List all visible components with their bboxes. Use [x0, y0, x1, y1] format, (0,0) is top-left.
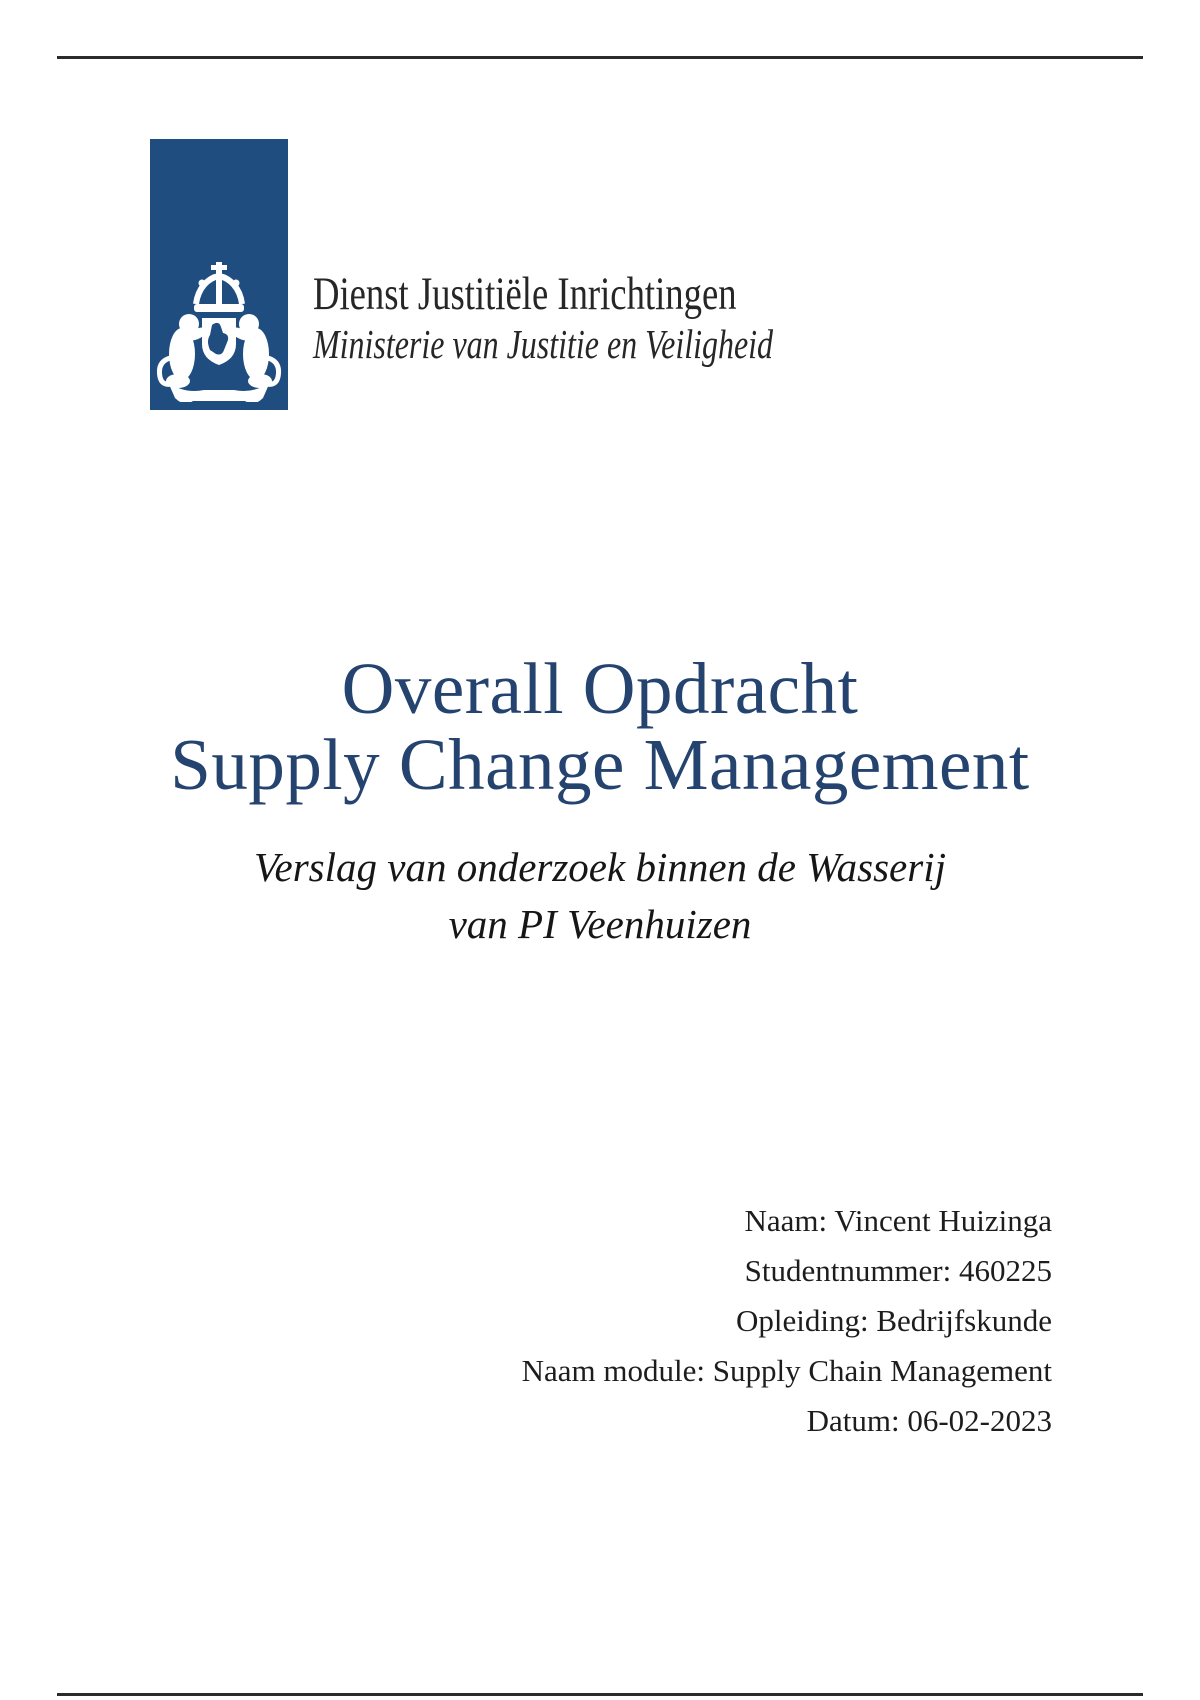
- detail-program: Opleiding: Bedrijfskunde: [736, 1303, 1052, 1338]
- logo-agency-name: Dienst Justitiële Inrichtingen: [313, 268, 737, 320]
- subtitle-line-1: Verslag van onderzoek binnen de Wasserij: [254, 844, 946, 890]
- top-rule: [57, 56, 1143, 59]
- bottom-rule: [57, 1693, 1143, 1696]
- logo-wordmark: Dienst Justitiële Inrichtingen Ministeri…: [313, 268, 773, 367]
- detail-module-name: Naam module: Supply Chain Management: [521, 1353, 1052, 1388]
- detail-student-number: Studentnummer: 460225: [744, 1253, 1052, 1288]
- detail-name: Naam: Vincent Huizinga: [744, 1203, 1052, 1238]
- detail-date: Datum: 06-02-2023: [806, 1403, 1052, 1438]
- subtitle-line-2: van PI Veenhuizen: [448, 901, 752, 947]
- title-line-2: Supply Change Management: [170, 724, 1030, 805]
- document-subtitle: Verslag van onderzoek binnen de Wasserij…: [0, 839, 1200, 953]
- logo-blue-bar: [150, 139, 288, 410]
- author-details: Naam: Vincent Huizinga Studentnummer: 46…: [522, 1196, 1052, 1446]
- document-title: Overall Opdracht Supply Change Managemen…: [0, 651, 1200, 803]
- logo-ministry-name: Ministerie van Justitie en Veiligheid: [313, 321, 774, 367]
- title-line-1: Overall Opdracht: [341, 648, 859, 729]
- coat-of-arms-icon: [157, 262, 281, 402]
